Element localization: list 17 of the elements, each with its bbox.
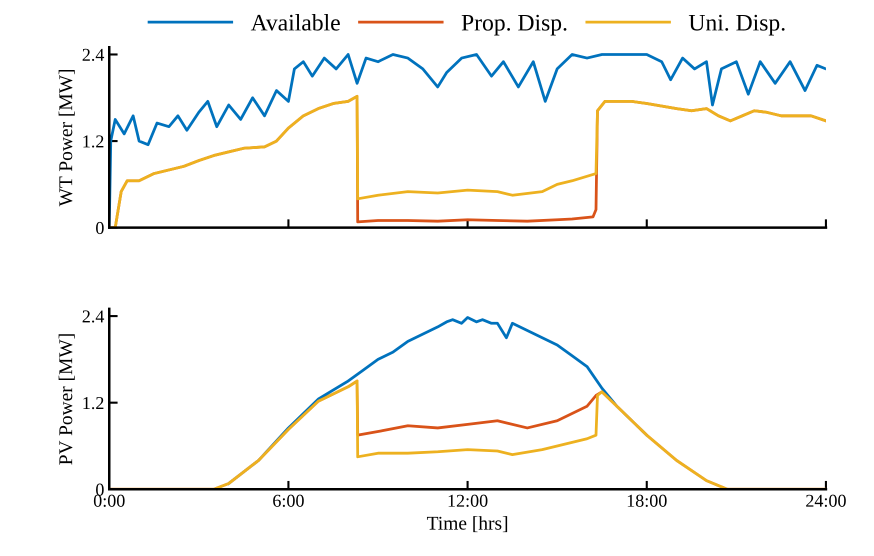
x-tick-label: 6:00 <box>273 494 304 507</box>
y-tick-label: 0 <box>96 222 104 234</box>
x-axis-title: Time [hrs] <box>426 516 508 532</box>
x-tick-label: 24:00 <box>806 494 846 507</box>
x-tick-label: 12:00 <box>448 494 488 507</box>
y-axis-title: WT Power [MW] <box>58 70 75 206</box>
legend-label: Prop. Disp. <box>462 14 566 36</box>
legend-label: Uni. Disp. <box>688 14 785 36</box>
legend-label: Available <box>250 14 340 31</box>
y-tick-label: 0 <box>96 484 104 496</box>
x-tick-label: 0:00 <box>94 494 125 507</box>
y-axis-title: PV Power [MW] <box>58 334 75 465</box>
y-tick-label: 1.2 <box>83 396 104 410</box>
x-tick-label: 18:00 <box>628 494 667 507</box>
y-tick-label: 2.4 <box>82 310 104 323</box>
y-tick-label: 1.2 <box>83 135 104 148</box>
y-tick-label: 2.4 <box>82 48 104 61</box>
